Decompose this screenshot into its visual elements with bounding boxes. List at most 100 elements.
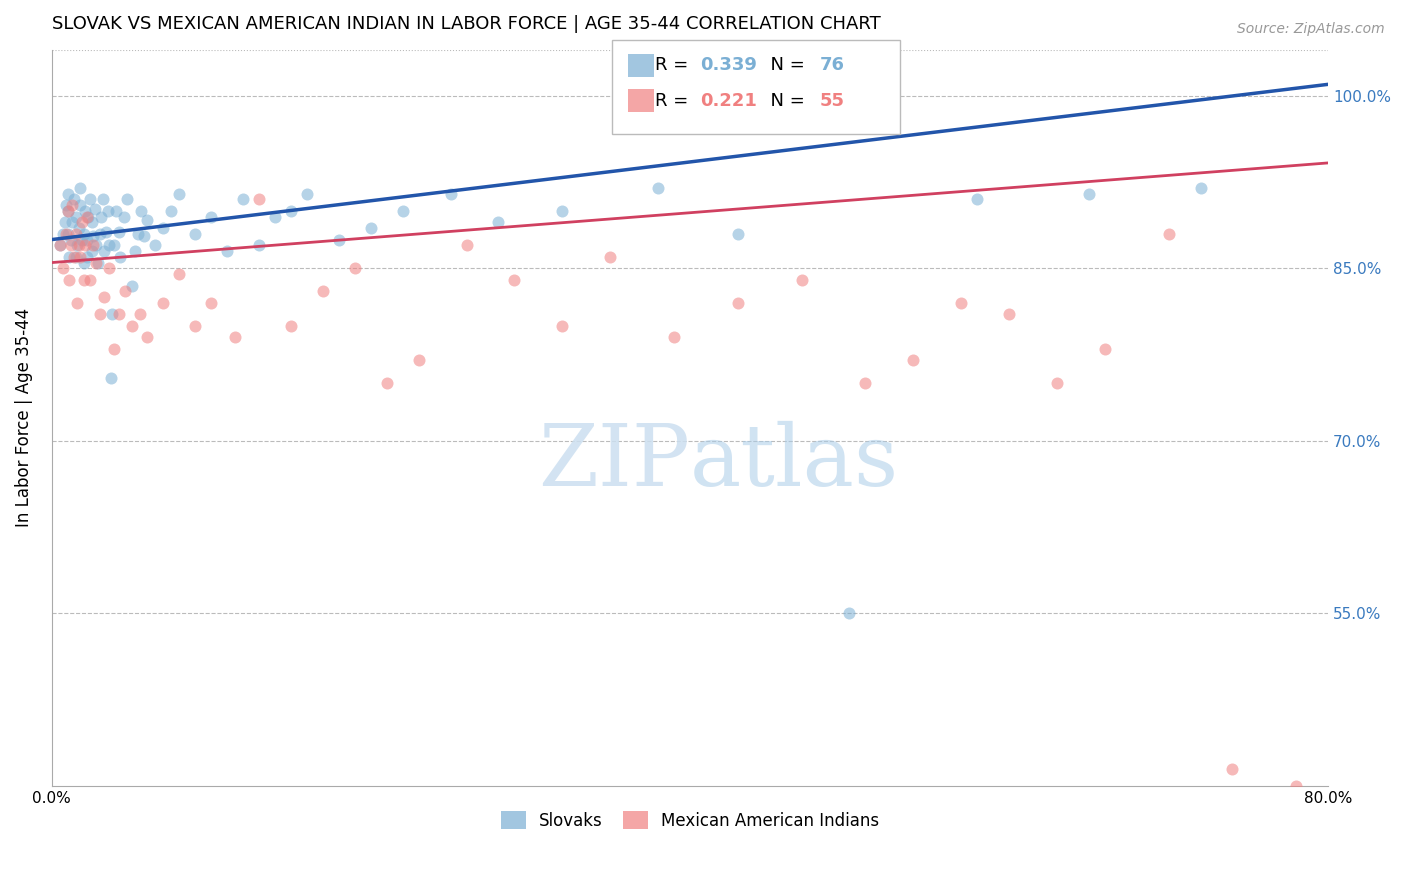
Point — [63, 192, 86, 206]
Point — [86, 238, 108, 252]
Point — [69, 181, 91, 195]
Point — [247, 238, 270, 252]
Point — [48, 238, 70, 252]
Point — [63, 250, 86, 264]
Text: ZIP: ZIP — [538, 420, 690, 504]
Point — [55, 227, 77, 241]
Point — [66, 295, 89, 310]
Point — [280, 203, 302, 218]
Point — [79, 192, 101, 206]
Point — [169, 186, 191, 201]
Point — [295, 186, 318, 201]
Text: 0.221: 0.221 — [700, 92, 756, 110]
Point — [966, 192, 988, 206]
Point — [76, 250, 98, 264]
Text: N =: N = — [759, 92, 811, 110]
Point — [56, 227, 79, 241]
Point — [82, 238, 104, 252]
Point — [152, 295, 174, 310]
Point — [56, 203, 79, 218]
Point — [950, 295, 973, 310]
Point — [439, 186, 461, 201]
Point — [134, 229, 156, 244]
Point — [101, 307, 124, 321]
Point — [152, 221, 174, 235]
Point — [52, 227, 75, 241]
Point — [110, 250, 132, 264]
Point — [65, 210, 87, 224]
Point — [551, 203, 574, 218]
Point — [67, 221, 90, 235]
Point — [69, 198, 91, 212]
Point — [82, 229, 104, 244]
Point — [247, 192, 270, 206]
Point — [232, 192, 254, 206]
Point — [855, 376, 877, 391]
Point — [121, 278, 143, 293]
Point — [86, 255, 108, 269]
Point — [79, 273, 101, 287]
Point — [727, 227, 749, 241]
Point — [1189, 181, 1212, 195]
Point — [98, 238, 121, 252]
Point — [124, 244, 146, 258]
Point — [1222, 762, 1244, 776]
Point — [62, 215, 84, 229]
Point — [128, 307, 150, 321]
Point — [104, 203, 127, 218]
Point — [65, 227, 87, 241]
Text: 55: 55 — [820, 92, 845, 110]
Point — [727, 295, 749, 310]
Point — [73, 255, 96, 269]
Point — [312, 285, 335, 299]
Point — [1046, 376, 1069, 391]
Point — [112, 210, 135, 224]
Point — [53, 215, 76, 229]
Point — [375, 376, 398, 391]
Point — [89, 227, 111, 241]
Point — [89, 307, 111, 321]
Point — [59, 238, 82, 252]
Point — [107, 307, 129, 321]
Point — [838, 607, 860, 621]
Point — [129, 203, 152, 218]
Point — [328, 233, 350, 247]
Point — [97, 203, 120, 218]
Point — [55, 198, 77, 212]
Point — [90, 210, 112, 224]
Point — [70, 233, 93, 247]
Point — [66, 238, 89, 252]
Point — [264, 210, 287, 224]
Point — [76, 233, 98, 247]
Text: N =: N = — [759, 56, 811, 74]
Point — [145, 238, 167, 252]
Point — [70, 215, 93, 229]
Point — [98, 261, 121, 276]
Point — [93, 290, 115, 304]
Point — [58, 250, 80, 264]
Text: R =: R = — [655, 56, 695, 74]
Point — [107, 225, 129, 239]
Point — [391, 203, 413, 218]
Point — [343, 261, 366, 276]
Point — [75, 238, 97, 252]
Point — [100, 370, 122, 384]
Point — [1157, 227, 1180, 241]
Point — [56, 186, 79, 201]
Point — [83, 202, 105, 216]
Point — [69, 250, 91, 264]
Point — [94, 225, 117, 239]
Point — [200, 210, 222, 224]
Point — [48, 238, 70, 252]
Point — [121, 318, 143, 333]
Text: Source: ZipAtlas.com: Source: ZipAtlas.com — [1237, 22, 1385, 37]
Text: atlas: atlas — [690, 420, 898, 504]
Point — [80, 244, 103, 258]
Point — [114, 285, 136, 299]
Text: R =: R = — [655, 92, 695, 110]
Point — [662, 330, 685, 344]
Point — [115, 192, 138, 206]
Point — [647, 181, 669, 195]
Point — [73, 273, 96, 287]
Point — [52, 261, 75, 276]
